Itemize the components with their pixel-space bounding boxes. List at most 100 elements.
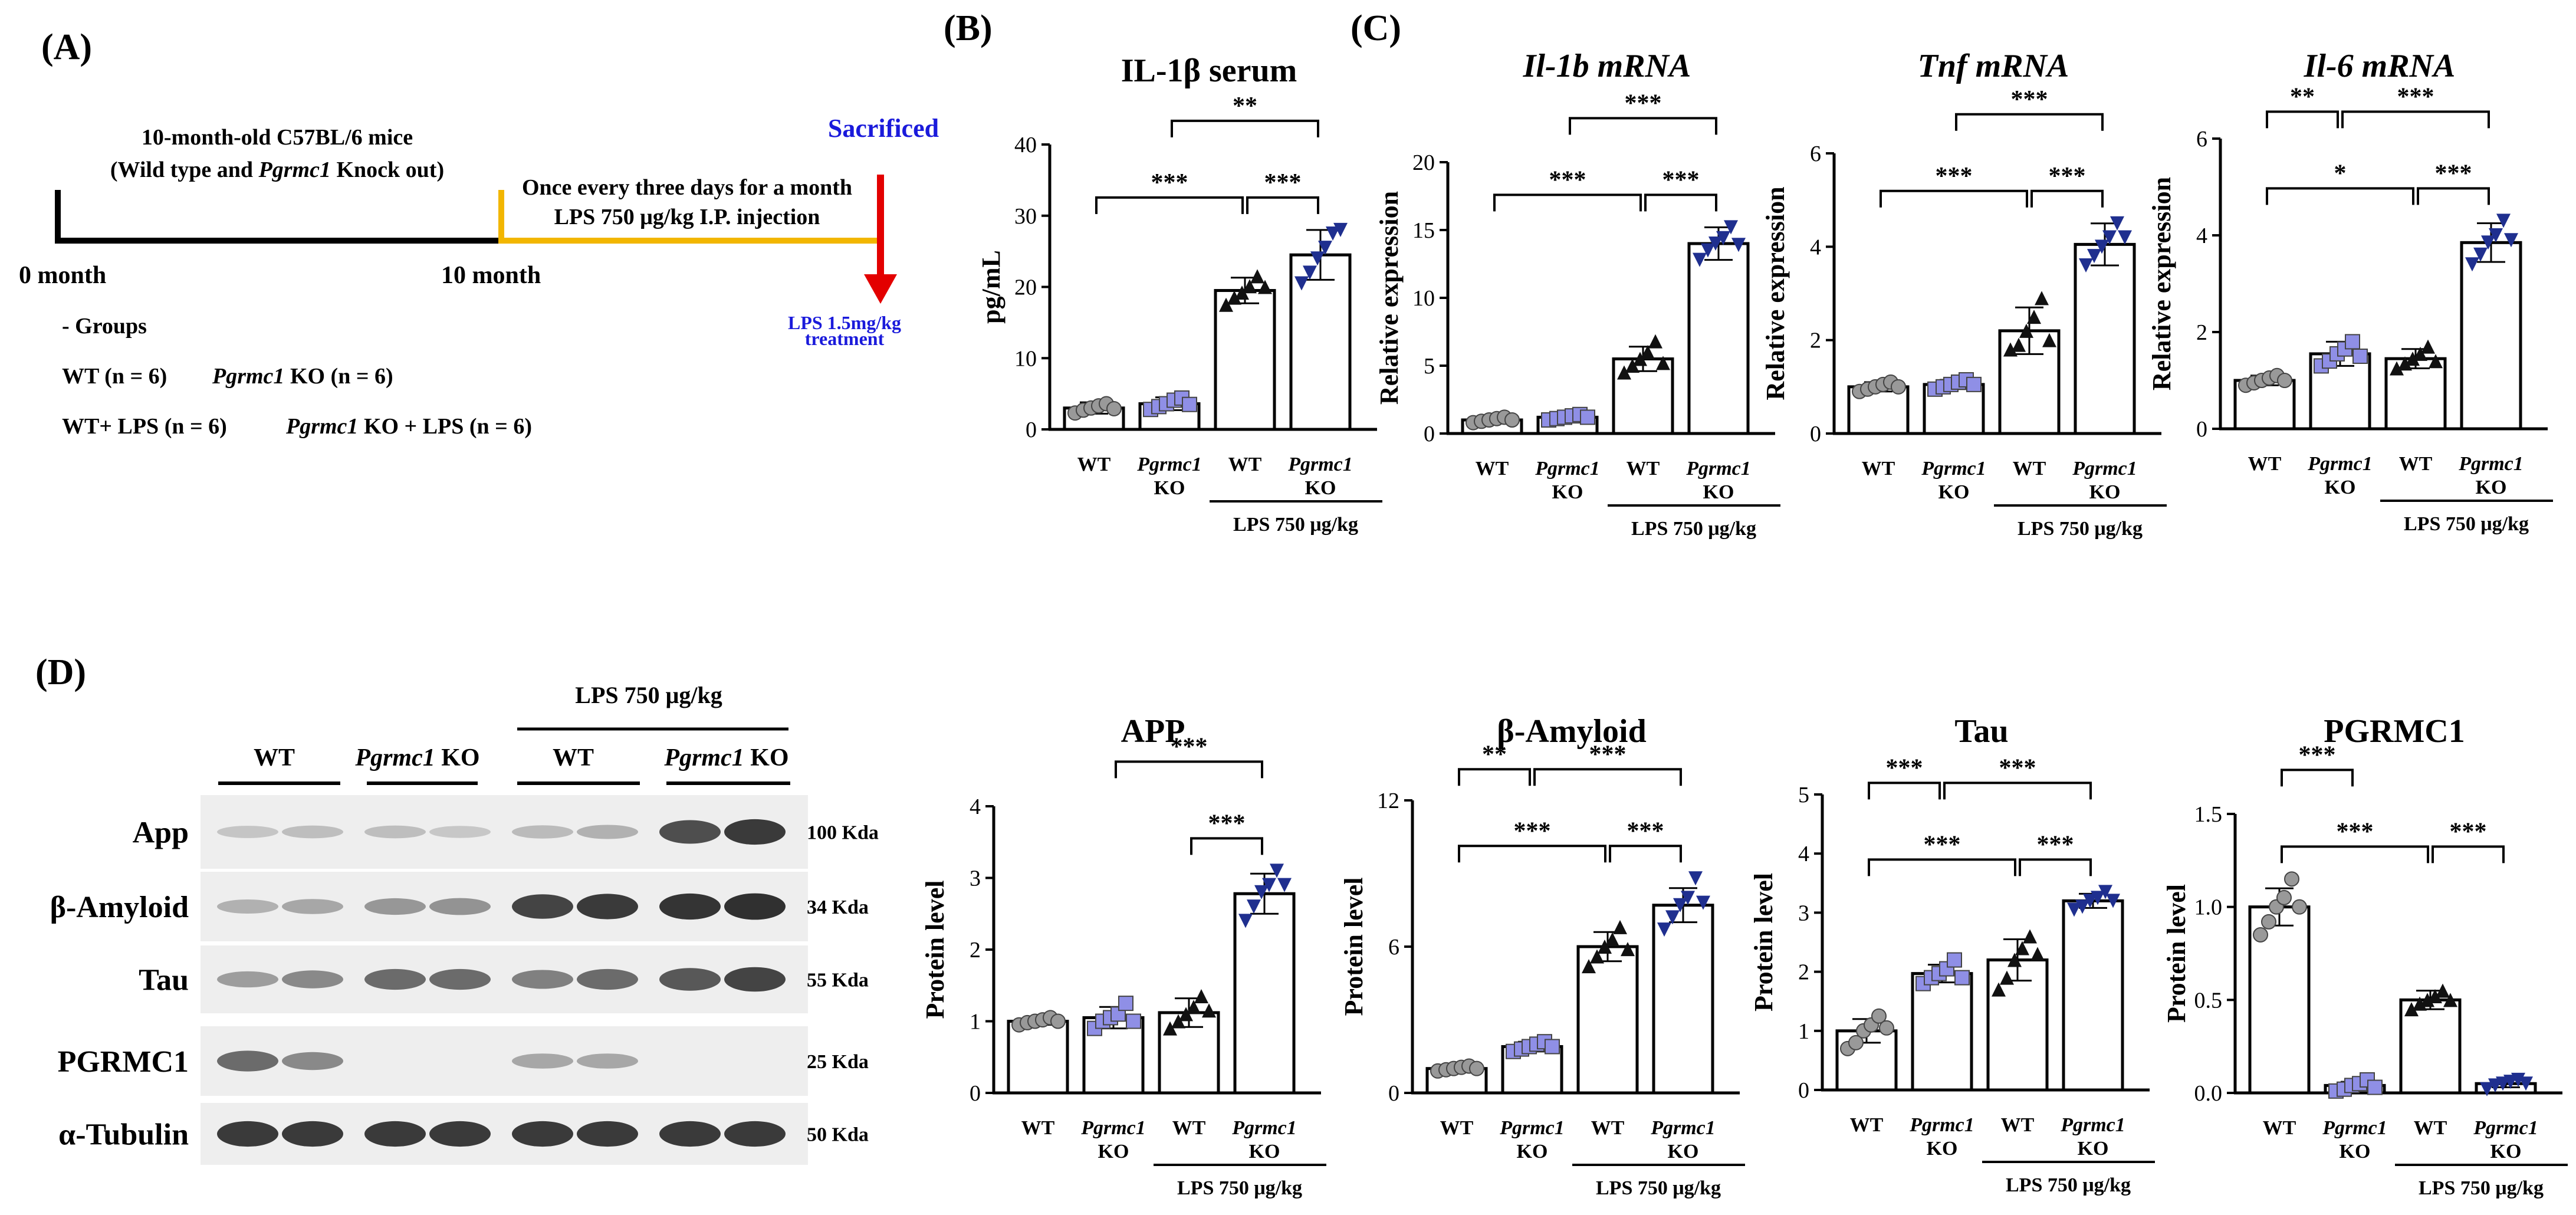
data-point (1318, 241, 1332, 255)
data-point (2413, 996, 2427, 1011)
lps-bracket-label: LPS 750 μg/kg (1631, 518, 1756, 540)
x-label-1: Pgrmc1 (1921, 458, 1986, 480)
data-point (1731, 238, 1746, 252)
x-label-ko-1: KO (1927, 1138, 1958, 1160)
y-tick-label: 0.0 (2194, 1081, 2223, 1106)
data-point (1118, 996, 1133, 1012)
data-point (2420, 993, 2434, 1007)
sig-bracket (1190, 837, 1263, 855)
data-point (1716, 231, 1730, 245)
data-point (1701, 243, 1715, 258)
data-point (2027, 310, 2041, 324)
y-tick-label: 6 (1810, 142, 1821, 166)
lps-final-line2: treatment (805, 328, 885, 349)
lps-bracket-label: LPS 750 μg/kg (1177, 1177, 1302, 1199)
data-point (1333, 222, 1348, 237)
data-point (2075, 899, 2089, 914)
data-point (1254, 885, 1269, 899)
y-tick-label: 6 (1388, 935, 1399, 960)
x-label-ko-1: KO (1098, 1141, 1129, 1163)
blot-kda-label-2: 55 Kda (807, 970, 869, 991)
bar-3 (1233, 892, 1296, 1095)
data-point (2035, 291, 2049, 306)
sig-label: *** (2435, 160, 2472, 187)
panel-label-c: (C) (1351, 8, 1401, 48)
data-point (1992, 982, 2006, 997)
blot-band (217, 971, 278, 988)
sig-label: *** (1264, 169, 1302, 196)
y-tick-label: 3 (970, 866, 981, 891)
data-point (2345, 334, 2360, 350)
y-tick-label: 40 (1014, 133, 1037, 157)
blot-group-text: WT (254, 744, 295, 771)
sig-label: *** (1924, 831, 1961, 858)
x-label-0: WT (2248, 453, 2282, 475)
y-tick-label: 1 (1798, 1019, 1809, 1044)
sig-label: ** (1233, 93, 1257, 120)
data-point (1605, 932, 1619, 947)
data-point (2102, 230, 2117, 245)
sig-label: *** (1625, 90, 1662, 117)
sig-bracket (1533, 768, 1682, 786)
x-label-2: WT (2013, 458, 2046, 480)
x-label-0: WT (2263, 1117, 2296, 1139)
x-label-ko-1: KO (1517, 1141, 1548, 1163)
blot-band (724, 819, 786, 845)
sig-label: ** (1482, 741, 1507, 768)
y-tick-label: 15 (1412, 218, 1435, 243)
sig-label: *** (2337, 818, 2374, 845)
y-tick-label: 6 (2196, 127, 2207, 152)
blot-band (429, 898, 491, 915)
y-tick-label: 4 (970, 794, 981, 819)
blot-rows: App 100 Kda β-Amyloid 34 Kda Tau 55 Kda PGRMC1… (50, 795, 879, 1165)
y-tick-label: 1 (970, 1010, 981, 1035)
y-axis-label: Relative expression (2147, 177, 2176, 390)
x-label-3: Pgrmc1 (1231, 1117, 1297, 1139)
panel-label-d: (D) (35, 652, 86, 692)
blot-band (659, 968, 721, 991)
data-point (2261, 914, 2276, 930)
sig-label: *** (2011, 86, 2048, 113)
x-label-ko-3: KO (1668, 1141, 1699, 1163)
x-label-ko-3: KO (2476, 477, 2507, 498)
blot-band (659, 820, 721, 844)
data-point (1879, 1020, 1894, 1036)
data-point (1310, 251, 1325, 266)
data-point (2443, 993, 2457, 1007)
chart-title: Tau (1954, 713, 2008, 750)
y-tick-label: 3 (1798, 901, 1809, 925)
x-label-ko-3: KO (1305, 477, 1336, 499)
sig-label: *** (1999, 754, 2036, 781)
sig-bracket (1115, 760, 1263, 779)
y-tick-label: 0 (2196, 417, 2207, 442)
western-blot: LPS 750 μg/kg WT Pgrmc1 KO WT Pgrmc1 KO App… (50, 682, 879, 1165)
y-tick-label: 20 (1014, 275, 1037, 300)
x-label-ko-1: KO (2325, 477, 2356, 498)
blot-group-text: KO (744, 744, 789, 771)
chart-il1b_mrna: Il-1b mRNA 0 5 10 15 20 Relative expression WT P… (1375, 48, 1780, 540)
sig-bracket (1868, 781, 1941, 800)
y-tick-label: 4 (1810, 235, 1821, 260)
data-point (2465, 257, 2479, 272)
data-point (1179, 1007, 1193, 1022)
x-label-2: WT (1591, 1117, 1625, 1139)
y-axis-label: Protein level (2162, 884, 2191, 1023)
data-point (2519, 1076, 2533, 1091)
lps-bracket-label: LPS 750 μg/kg (2404, 513, 2529, 535)
data-point (2083, 894, 2097, 908)
data-point (1235, 285, 1249, 300)
y-tick-label: 0 (1388, 1081, 1399, 1106)
data-point (1545, 1039, 1560, 1055)
data-point (1708, 237, 1723, 251)
data-point (2015, 941, 2029, 955)
blot-group-label-2: WT (553, 744, 594, 771)
data-point (2489, 228, 2503, 242)
blot-band (217, 1121, 278, 1147)
sig-bracket (1609, 845, 1682, 863)
data-point (1106, 400, 1122, 416)
chart-title: Il-1b mRNA (1523, 48, 1691, 84)
blot-band (364, 968, 426, 990)
data-point (2428, 989, 2442, 1004)
